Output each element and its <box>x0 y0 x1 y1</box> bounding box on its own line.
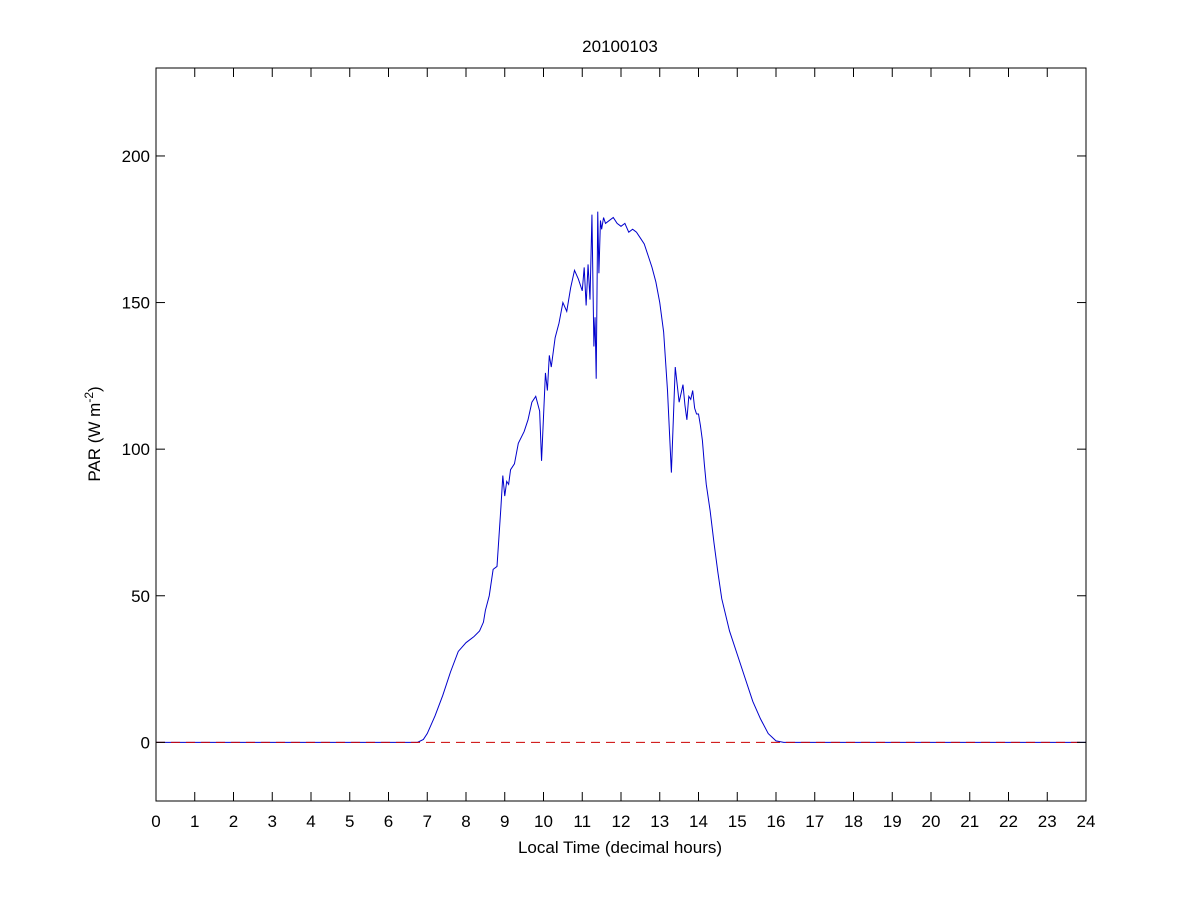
x-tick-label: 11 <box>573 812 591 831</box>
y-tick-label: 150 <box>122 294 150 313</box>
x-tick-label: 10 <box>534 812 553 831</box>
y-axis-label-superscript: -2 <box>82 392 96 403</box>
x-tick-label: 5 <box>345 812 354 831</box>
x-tick-label: 3 <box>268 812 277 831</box>
y-axis-label-prefix: PAR (W m <box>85 403 104 482</box>
plot-area <box>156 211 1086 743</box>
x-tick-label: 13 <box>650 812 669 831</box>
x-tick-label: 6 <box>384 812 393 831</box>
y-axis-ticks: 0 50 100 150 200 <box>122 147 1086 752</box>
y-axis-label: PAR (W m-2) <box>82 386 104 481</box>
x-tick-label: 21 <box>960 812 979 831</box>
x-tick-label: 8 <box>461 812 470 831</box>
y-axis-label-suffix: ) <box>85 386 104 392</box>
x-tick-label: 0 <box>151 812 160 831</box>
x-tick-label: 20 <box>922 812 941 831</box>
x-axis-label: Local Time (decimal hours) <box>518 838 722 857</box>
x-tick-label: 16 <box>767 812 786 831</box>
y-tick-label: 200 <box>122 147 150 166</box>
x-tick-label: 4 <box>306 812 315 831</box>
x-tick-label: 2 <box>229 812 238 831</box>
x-tick-label: 22 <box>999 812 1018 831</box>
x-axis-ticks: 0 1 2 3 4 5 6 7 8 9 10 11 12 13 14 15 16 17 18 19 20 21 22 23 24 <box>151 68 1095 831</box>
series-line-1-solid <box>156 211 1086 743</box>
x-tick-label: 15 <box>728 812 747 831</box>
x-tick-label: 18 <box>844 812 863 831</box>
x-tick-label: 12 <box>612 812 631 831</box>
x-tick-label: 1 <box>190 812 199 831</box>
x-tick-label: 19 <box>883 812 902 831</box>
x-tick-label: 7 <box>423 812 432 831</box>
x-tick-label: 14 <box>689 812 708 831</box>
y-tick-label: 100 <box>122 440 150 459</box>
x-tick-label: 9 <box>500 812 509 831</box>
x-tick-label: 23 <box>1038 812 1057 831</box>
x-tick-label: 17 <box>805 812 824 831</box>
y-tick-label: 50 <box>131 587 150 606</box>
axes-box <box>155 67 1087 802</box>
y-tick-label: 0 <box>141 733 150 752</box>
chart-title: 20100103 <box>582 37 658 56</box>
x-tick-label: 24 <box>1077 812 1096 831</box>
